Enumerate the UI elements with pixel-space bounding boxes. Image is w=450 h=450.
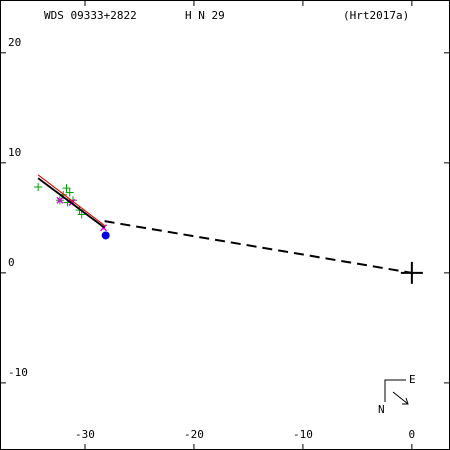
series — [400, 261, 423, 284]
y-tick-label: 0 — [8, 256, 15, 269]
compass: E N — [378, 373, 416, 416]
observation — [62, 184, 71, 193]
y-tick-label: 10 — [8, 146, 21, 159]
series — [37, 174, 105, 226]
primary-star — [400, 261, 423, 284]
series — [104, 220, 413, 274]
observation — [34, 183, 43, 192]
series — [101, 231, 110, 240]
reference: (Hrt2017a) — [343, 9, 409, 22]
orbit-line — [104, 220, 413, 274]
y-tick-label: 20 — [8, 36, 21, 49]
star-id: WDS 09333+2822 — [44, 9, 137, 22]
compass-east: E — [409, 373, 416, 386]
compass-axes — [384, 379, 406, 402]
observation — [65, 188, 74, 197]
x-tick-label: -10 — [293, 428, 313, 441]
y-tick-label: -10 — [8, 366, 28, 379]
x-tick-label: 0 — [409, 428, 416, 441]
x-tick-label: -30 — [75, 428, 95, 441]
compass-arrowhead — [402, 397, 409, 405]
predicted-position — [101, 231, 110, 240]
orbit-line — [37, 174, 105, 226]
compass-arrow — [392, 391, 409, 405]
x-tick-label: -20 — [184, 428, 204, 441]
series — [37, 177, 106, 229]
compass-north: N — [378, 403, 385, 416]
star-name: H N 29 — [185, 9, 225, 22]
orbit-line — [37, 177, 106, 229]
measurement — [56, 196, 64, 204]
